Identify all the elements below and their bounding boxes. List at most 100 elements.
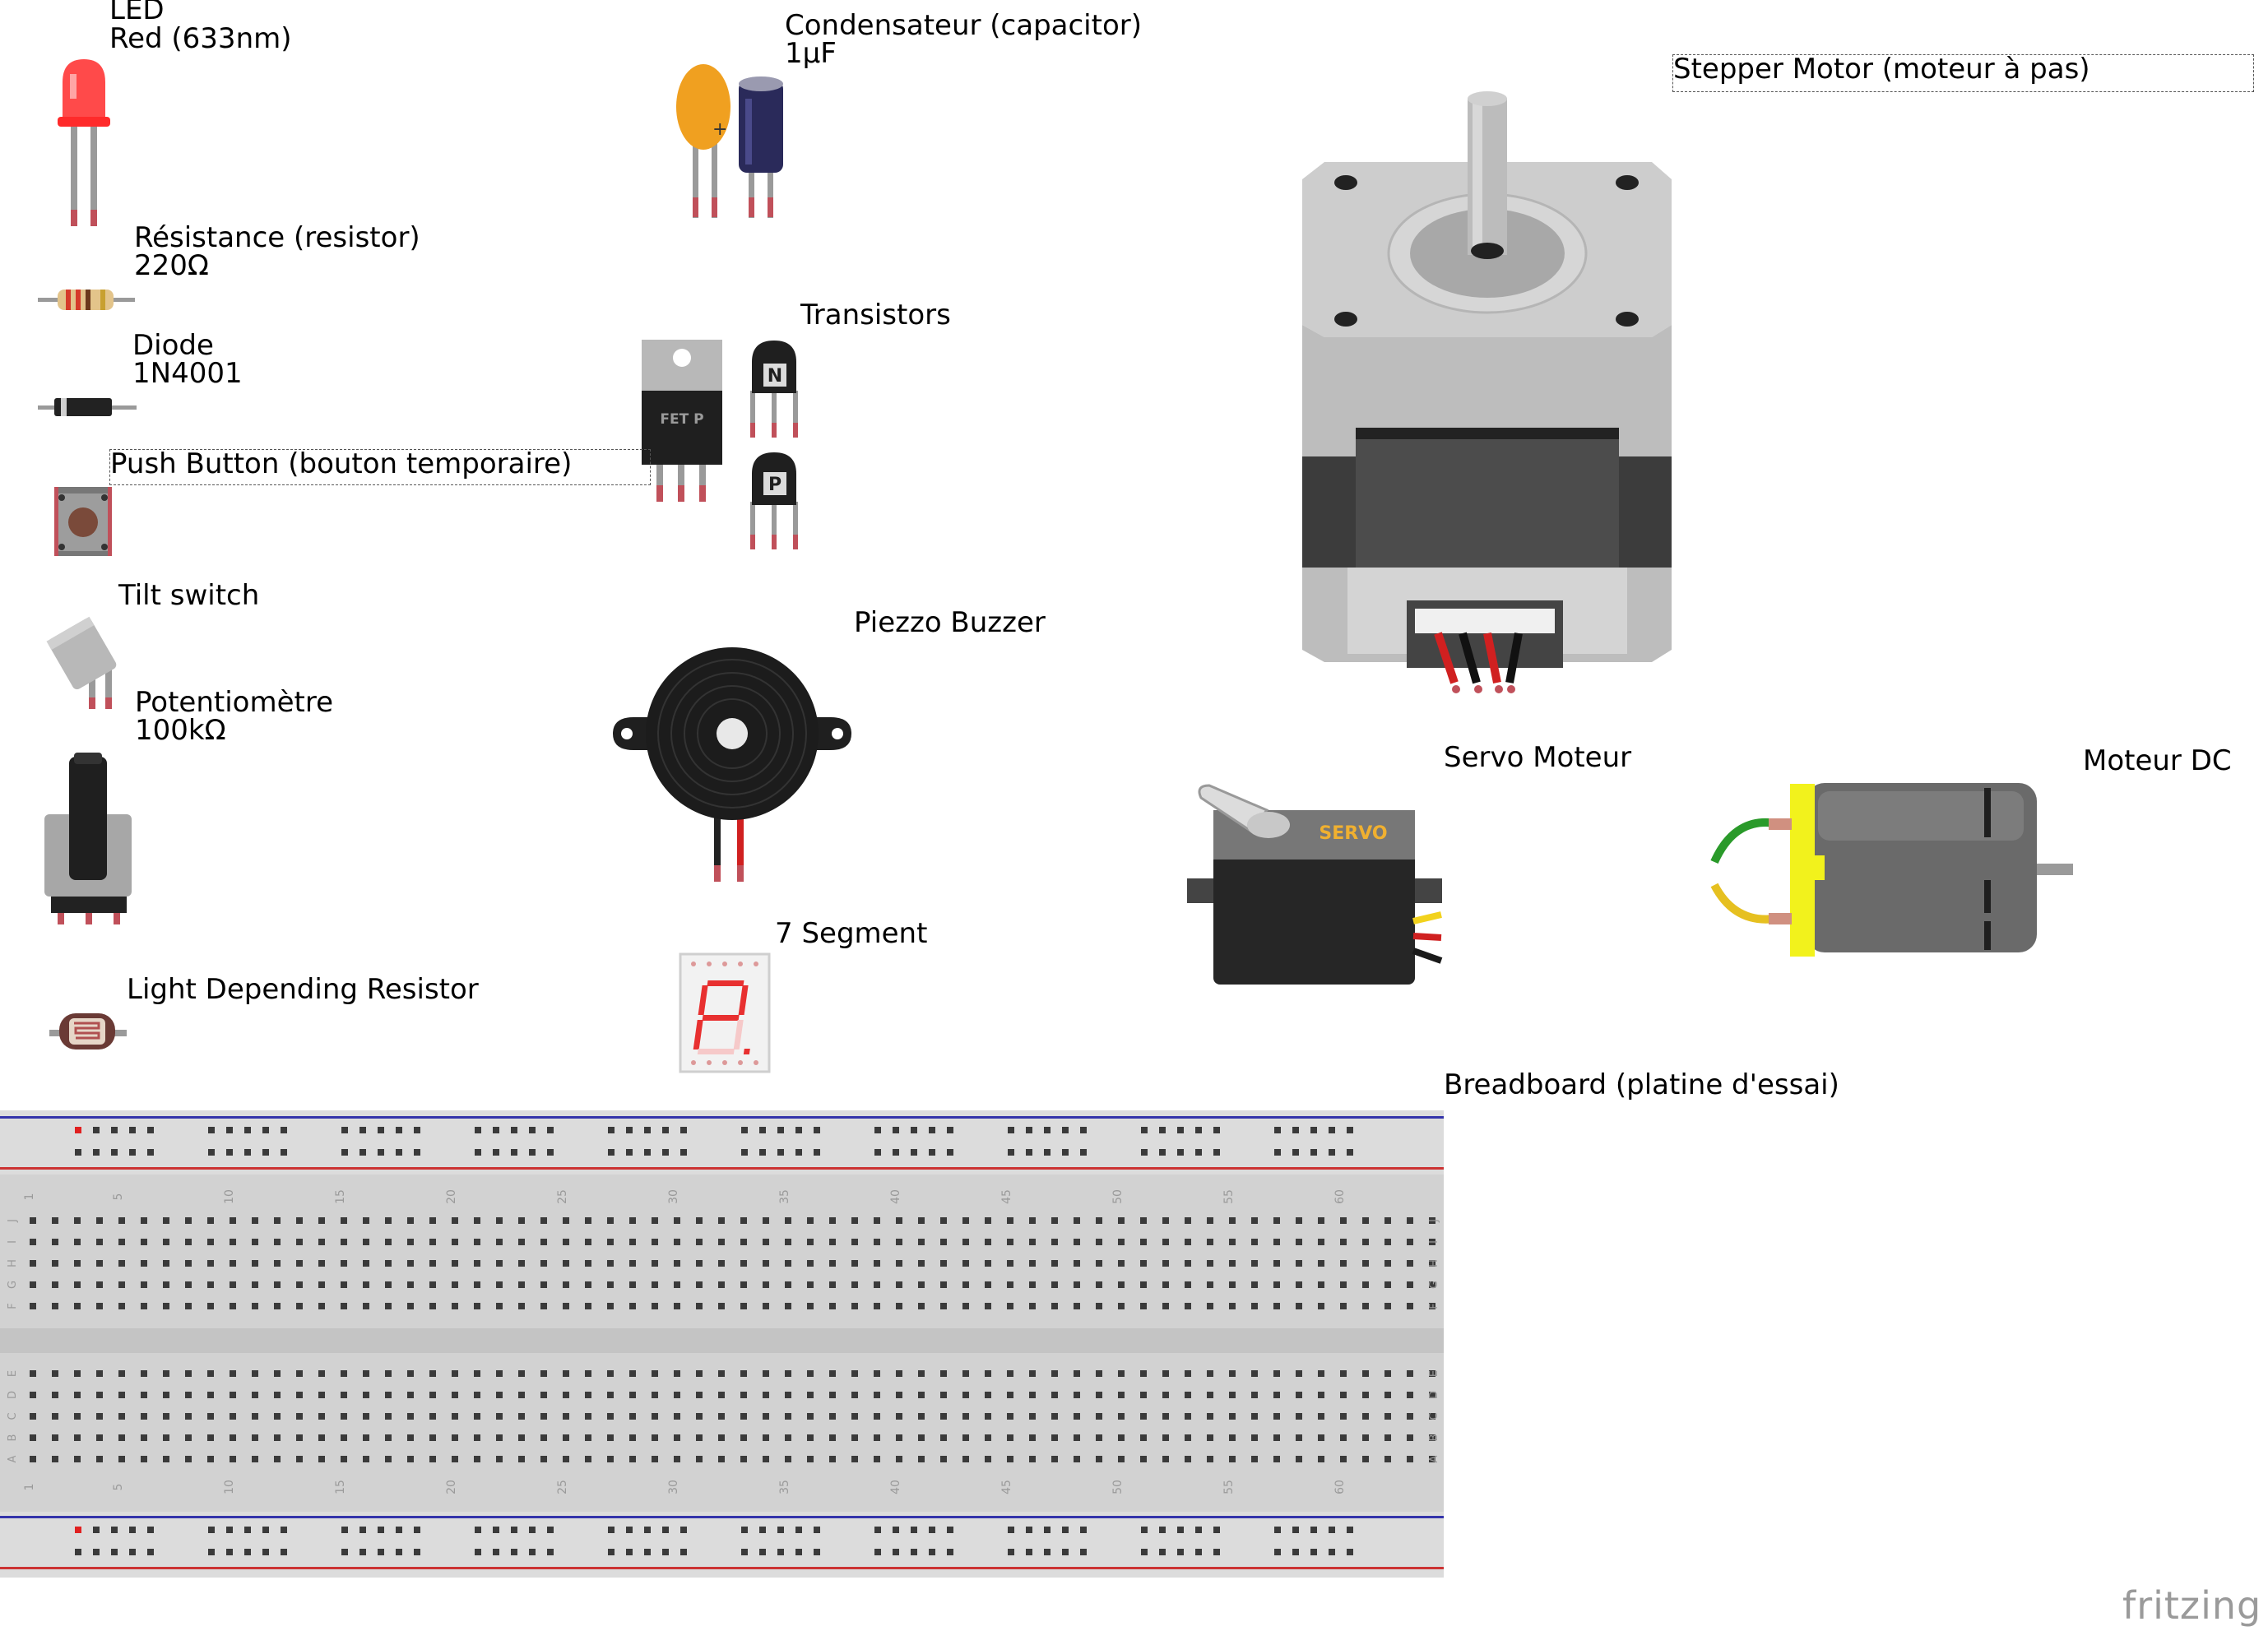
breadboard-hole[interactable]	[1407, 1370, 1413, 1377]
breadboard-hole[interactable]	[807, 1217, 814, 1224]
breadboard-hole[interactable]	[52, 1260, 58, 1267]
breadboard-hole[interactable]	[296, 1434, 303, 1441]
breadboard-hole[interactable]	[777, 1549, 784, 1555]
breadboard-hole[interactable]	[1051, 1217, 1058, 1224]
breadboard-hole[interactable]	[1329, 1149, 1335, 1156]
breadboard-hole[interactable]	[918, 1370, 925, 1377]
breadboard-hole[interactable]	[929, 1149, 935, 1156]
breadboard-hole[interactable]	[252, 1303, 258, 1309]
breadboard-hole[interactable]	[252, 1370, 258, 1377]
breadboard-hole[interactable]	[163, 1239, 169, 1245]
breadboard-hole[interactable]	[385, 1392, 392, 1398]
breadboard-hole[interactable]	[1340, 1281, 1347, 1288]
breadboard-hole[interactable]	[652, 1413, 658, 1420]
breadboard-hole[interactable]	[896, 1370, 902, 1377]
breadboard-hole[interactable]	[1096, 1303, 1102, 1309]
breadboard-hole[interactable]	[281, 1549, 287, 1555]
breadboard-hole[interactable]	[452, 1217, 458, 1224]
breadboard-hole[interactable]	[363, 1260, 369, 1267]
breadboard-hole[interactable]	[763, 1239, 769, 1245]
breadboard-hole[interactable]	[1074, 1434, 1080, 1441]
breadboard-hole[interactable]	[740, 1303, 747, 1309]
breadboard-hole[interactable]	[795, 1549, 802, 1555]
breadboard-hole[interactable]	[785, 1239, 791, 1245]
breadboard-hole[interactable]	[1026, 1527, 1032, 1533]
breadboard-hole[interactable]	[1384, 1392, 1391, 1398]
breadboard-hole[interactable]	[962, 1303, 969, 1309]
breadboard-hole[interactable]	[741, 1149, 748, 1156]
breadboard-hole[interactable]	[1159, 1549, 1166, 1555]
breadboard-hole[interactable]	[911, 1527, 917, 1533]
breadboard-hole[interactable]	[1029, 1413, 1036, 1420]
breadboard-hole[interactable]	[52, 1392, 58, 1398]
breadboard-hole[interactable]	[1310, 1527, 1317, 1533]
breadboard-hole[interactable]	[129, 1527, 136, 1533]
breadboard-hole[interactable]	[1140, 1370, 1147, 1377]
breadboard-hole[interactable]	[341, 1527, 348, 1533]
breadboard-hole[interactable]	[244, 1527, 251, 1533]
breadboard-hole[interactable]	[30, 1303, 36, 1309]
breadboard-hole[interactable]	[496, 1456, 503, 1462]
led-part[interactable]	[58, 59, 110, 226]
breadboard-hole[interactable]	[1407, 1413, 1413, 1420]
breadboard-hole[interactable]	[1407, 1217, 1413, 1224]
breadboard-hole[interactable]	[518, 1239, 525, 1245]
breadboard-hole[interactable]	[585, 1281, 591, 1288]
breadboard-hole[interactable]	[918, 1456, 925, 1462]
breadboard-hole[interactable]	[940, 1281, 947, 1288]
breadboard-hole[interactable]	[1251, 1413, 1258, 1420]
breadboard-hole[interactable]	[341, 1149, 348, 1156]
breadboard-hole[interactable]	[851, 1434, 858, 1441]
breadboard-hole[interactable]	[629, 1456, 636, 1462]
breadboard-hole[interactable]	[947, 1127, 953, 1133]
breadboard-hole[interactable]	[118, 1413, 125, 1420]
breadboard-hole[interactable]	[281, 1149, 287, 1156]
breadboard-hole[interactable]	[511, 1549, 517, 1555]
breadboard-hole[interactable]	[496, 1392, 503, 1398]
breadboard-hole[interactable]	[1074, 1303, 1080, 1309]
breadboard-hole[interactable]	[274, 1281, 281, 1288]
breadboard-hole[interactable]	[1384, 1434, 1391, 1441]
breadboard-hole[interactable]	[629, 1239, 636, 1245]
breadboard-hole[interactable]	[207, 1413, 214, 1420]
breadboard-hole[interactable]	[230, 1260, 236, 1267]
breadboard-hole[interactable]	[674, 1239, 680, 1245]
breadboard-hole[interactable]	[1347, 1149, 1353, 1156]
breadboard-hole[interactable]	[429, 1239, 436, 1245]
breadboard-hole[interactable]	[274, 1413, 281, 1420]
breadboard-hole[interactable]	[185, 1303, 192, 1309]
breadboard-hole[interactable]	[129, 1149, 136, 1156]
breadboard-hole[interactable]	[1318, 1239, 1324, 1245]
breadboard-hole[interactable]	[1007, 1303, 1013, 1309]
breadboard-hole[interactable]	[1296, 1217, 1302, 1224]
breadboard-hole[interactable]	[1429, 1260, 1435, 1267]
breadboard-hole[interactable]	[896, 1260, 902, 1267]
breadboard-hole[interactable]	[452, 1239, 458, 1245]
breadboard-hole[interactable]	[207, 1303, 214, 1309]
breadboard-hole[interactable]	[1296, 1281, 1302, 1288]
breadboard-hole[interactable]	[1318, 1456, 1324, 1462]
breadboard-hole[interactable]	[540, 1260, 547, 1267]
breadboard-hole[interactable]	[75, 1527, 81, 1533]
breadboard-hole[interactable]	[918, 1434, 925, 1441]
breadboard-hole[interactable]	[518, 1413, 525, 1420]
breadboard-hole[interactable]	[385, 1370, 392, 1377]
breadboard-hole[interactable]	[662, 1549, 669, 1555]
breadboard-hole[interactable]	[814, 1527, 820, 1533]
breadboard-hole[interactable]	[740, 1217, 747, 1224]
breadboard-hole[interactable]	[296, 1370, 303, 1377]
breadboard-hole[interactable]	[93, 1127, 100, 1133]
breadboard-hole[interactable]	[1074, 1281, 1080, 1288]
breadboard-hole[interactable]	[1051, 1303, 1058, 1309]
breadboard-hole[interactable]	[496, 1239, 503, 1245]
breadboard-hole[interactable]	[644, 1549, 651, 1555]
breadboard-hole[interactable]	[874, 1127, 881, 1133]
diode-part[interactable]	[38, 398, 137, 416]
breadboard-hole[interactable]	[1429, 1303, 1435, 1309]
breadboard-hole[interactable]	[851, 1260, 858, 1267]
breadboard-hole[interactable]	[763, 1413, 769, 1420]
resistor-part[interactable]	[38, 290, 135, 310]
breadboard-hole[interactable]	[563, 1370, 569, 1377]
breadboard-hole[interactable]	[407, 1260, 414, 1267]
breadboard-hole[interactable]	[918, 1413, 925, 1420]
